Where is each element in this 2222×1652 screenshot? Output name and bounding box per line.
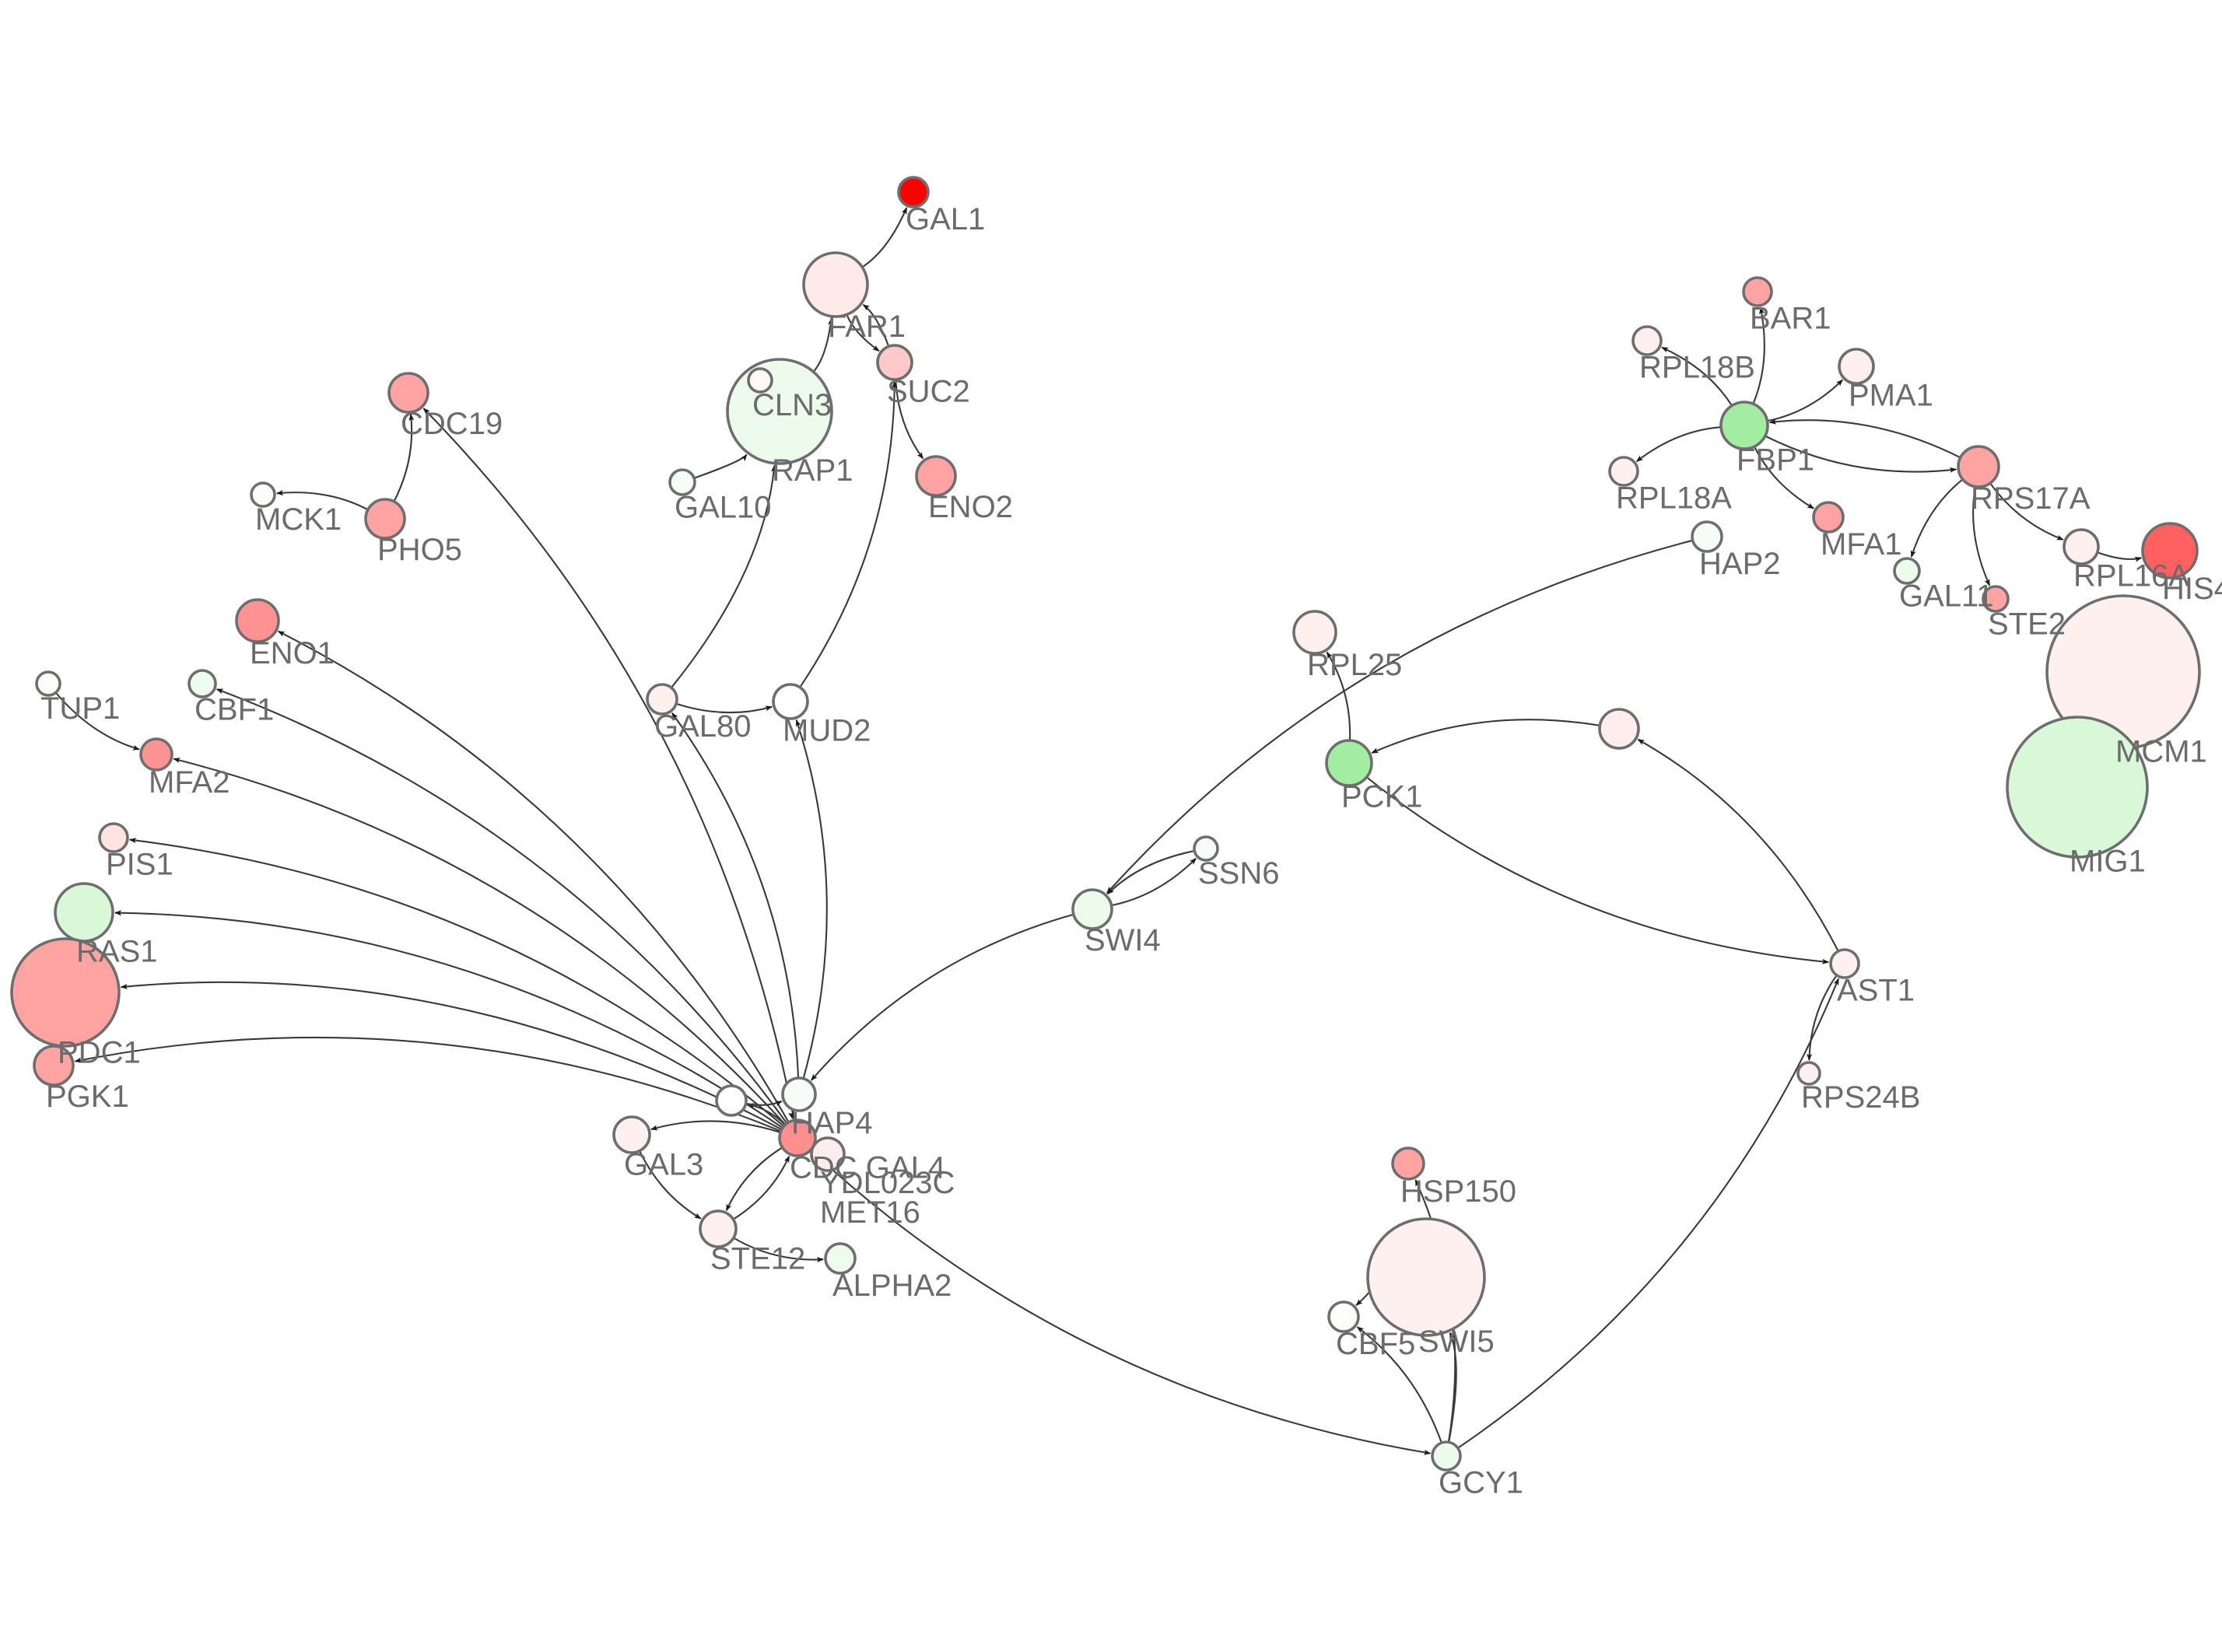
svg-text:CBF1: CBF1 [195,693,274,727]
svg-text:BAR1: BAR1 [1750,301,1831,335]
svg-text:MIG1: MIG1 [2070,845,2146,879]
svg-text:ALPHA2: ALPHA2 [832,1269,952,1303]
svg-text:MFA2: MFA2 [149,765,230,800]
svg-text:GAL10: GAL10 [675,491,772,525]
svg-text:PCK1: PCK1 [1341,780,1423,814]
svg-text:RPS24B: RPS24B [1801,1080,1920,1115]
svg-text:GAL80: GAL80 [654,709,752,744]
svg-text:RPS17A: RPS17A [1971,481,2091,516]
svg-text:FAR1: FAR1 [828,310,906,344]
svg-text:ENO1: ENO1 [250,636,335,670]
svg-text:MET16: MET16 [820,1195,920,1230]
svg-text:AST1: AST1 [1837,973,1915,1007]
svg-text:TUP1: TUP1 [40,691,120,726]
svg-text:RPL25: RPL25 [1307,648,1402,682]
svg-text:PGK1: PGK1 [46,1080,129,1114]
svg-text:MUD2: MUD2 [783,714,871,748]
svg-text:HSP150: HSP150 [1400,1174,1516,1209]
svg-text:RPL18A: RPL18A [1616,481,1732,515]
svg-text:SUC2: SUC2 [887,375,970,409]
svg-text:CDC19: CDC19 [401,407,503,441]
svg-text:RAP1: RAP1 [772,453,853,488]
svg-text:GCY1: GCY1 [1439,1465,1523,1500]
svg-text:STE2: STE2 [1988,607,2066,642]
svg-text:ENO2: ENO2 [928,490,1013,524]
svg-text:SWI5: SWI5 [1418,1325,1495,1359]
svg-text:PMA1: PMA1 [1849,379,1933,413]
svg-text:CLN3: CLN3 [752,388,832,422]
svg-text:GAL11: GAL11 [1899,579,1994,614]
svg-text:RPL18B: RPL18B [1639,350,1755,384]
svg-text:MCM1: MCM1 [2115,734,2207,768]
svg-text:STE12: STE12 [710,1242,805,1276]
svg-text:MCK1: MCK1 [255,502,342,537]
svg-text:HAP2: HAP2 [1699,547,1781,581]
svg-text:CBF5: CBF5 [1336,1327,1415,1361]
svg-text:GAL3: GAL3 [624,1148,703,1182]
svg-text:SSN6: SSN6 [1198,856,1280,891]
svg-text:PDC1: PDC1 [58,1036,141,1070]
svg-text:MFA1: MFA1 [1821,527,1901,562]
svg-text:PIS1: PIS1 [106,847,173,881]
svg-text:PHO5: PHO5 [377,533,462,567]
svg-text:HIS4: HIS4 [2162,572,2222,606]
svg-text:GAL1: GAL1 [906,202,985,236]
svg-text:FBP1: FBP1 [1737,443,1814,478]
svg-text:HAP4: HAP4 [791,1106,873,1140]
svg-text:RAS1: RAS1 [76,935,158,969]
svg-text:SWI4: SWI4 [1085,923,1161,957]
